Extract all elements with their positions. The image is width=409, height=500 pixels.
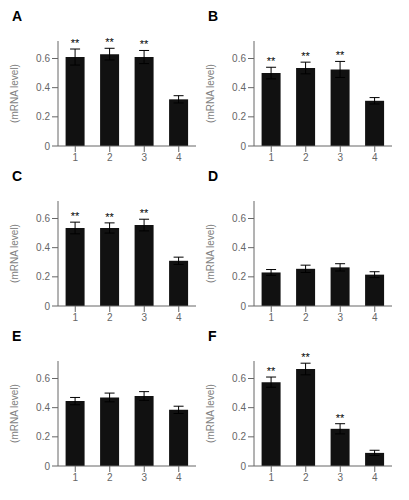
svg-text:2: 2 — [107, 472, 113, 483]
svg-text:0.2: 0.2 — [232, 111, 246, 122]
svg-text:2: 2 — [303, 152, 309, 163]
svg-text:2: 2 — [107, 152, 113, 163]
html-text:B: B — [208, 8, 219, 24]
svg-text:3: 3 — [141, 472, 147, 483]
svg-text:4: 4 — [372, 152, 378, 163]
svg-text:0.2: 0.2 — [232, 271, 246, 282]
svg-text:0.4: 0.4 — [36, 402, 50, 413]
svg-text:4: 4 — [176, 312, 182, 323]
svg-text:1: 1 — [268, 472, 274, 483]
svg-text:**: ** — [267, 55, 276, 67]
svg-text:0.6: 0.6 — [232, 213, 246, 224]
svg-text:1: 1 — [72, 472, 78, 483]
html-text:D: D — [208, 168, 219, 184]
svg-text:0: 0 — [240, 141, 246, 152]
svg-text:0.4: 0.4 — [36, 242, 50, 253]
svg-text:0.2: 0.2 — [36, 431, 50, 442]
html-text:F: F — [208, 328, 217, 344]
svg-text:**: ** — [267, 365, 276, 377]
svg-text:3: 3 — [337, 152, 343, 163]
html-text:E: E — [12, 328, 22, 344]
svg-text:4: 4 — [176, 472, 182, 483]
svg-text:0.2: 0.2 — [232, 431, 246, 442]
svg-text:**: ** — [140, 38, 149, 50]
svg-text:2: 2 — [107, 312, 113, 323]
svg-text:3: 3 — [337, 472, 343, 483]
svg-text:(mRNA level): (mRNA level) — [205, 384, 216, 443]
svg-text:**: ** — [105, 36, 114, 48]
svg-text:0.2: 0.2 — [36, 111, 50, 122]
svg-text:4: 4 — [372, 312, 378, 323]
svg-text:2: 2 — [303, 312, 309, 323]
svg-text:**: ** — [336, 49, 345, 61]
svg-text:4: 4 — [176, 152, 182, 163]
svg-text:0.4: 0.4 — [36, 82, 50, 93]
svg-text:**: ** — [301, 351, 310, 363]
svg-text:1: 1 — [72, 312, 78, 323]
svg-text:1: 1 — [268, 152, 274, 163]
svg-text:(mRNA level): (mRNA level) — [205, 224, 216, 283]
svg-text:**: ** — [71, 210, 80, 222]
svg-text:**: ** — [105, 211, 114, 223]
svg-text:0: 0 — [44, 301, 50, 312]
svg-text:**: ** — [301, 50, 310, 62]
svg-text:1: 1 — [72, 152, 78, 163]
svg-text:0: 0 — [44, 461, 50, 472]
svg-text:1: 1 — [268, 312, 274, 323]
svg-text:3: 3 — [337, 312, 343, 323]
svg-text:0: 0 — [240, 301, 246, 312]
svg-text:3: 3 — [141, 152, 147, 163]
svg-text:4: 4 — [372, 472, 378, 483]
svg-text:0.6: 0.6 — [36, 53, 50, 64]
svg-text:**: ** — [71, 37, 80, 49]
svg-text:**: ** — [336, 412, 345, 424]
svg-text:2: 2 — [303, 472, 309, 483]
svg-text:**: ** — [140, 207, 149, 219]
svg-text:(mRNA level): (mRNA level) — [9, 64, 20, 123]
html-text:A: A — [12, 8, 23, 24]
svg-text:0.6: 0.6 — [36, 373, 50, 384]
svg-text:3: 3 — [141, 312, 147, 323]
svg-text:0.6: 0.6 — [232, 373, 246, 384]
svg-text:0: 0 — [240, 461, 246, 472]
svg-text:0.6: 0.6 — [232, 53, 246, 64]
svg-text:(mRNA level): (mRNA level) — [205, 64, 216, 123]
svg-text:0.4: 0.4 — [232, 402, 246, 413]
svg-text:0: 0 — [44, 141, 50, 152]
svg-text:(mRNA level): (mRNA level) — [9, 224, 20, 283]
svg-text:0.2: 0.2 — [36, 271, 50, 282]
html-text:C: C — [12, 168, 23, 184]
svg-text:0.6: 0.6 — [36, 213, 50, 224]
svg-text:(mRNA level): (mRNA level) — [9, 384, 20, 443]
svg-text:0.4: 0.4 — [232, 82, 246, 93]
svg-text:0.4: 0.4 — [232, 242, 246, 253]
